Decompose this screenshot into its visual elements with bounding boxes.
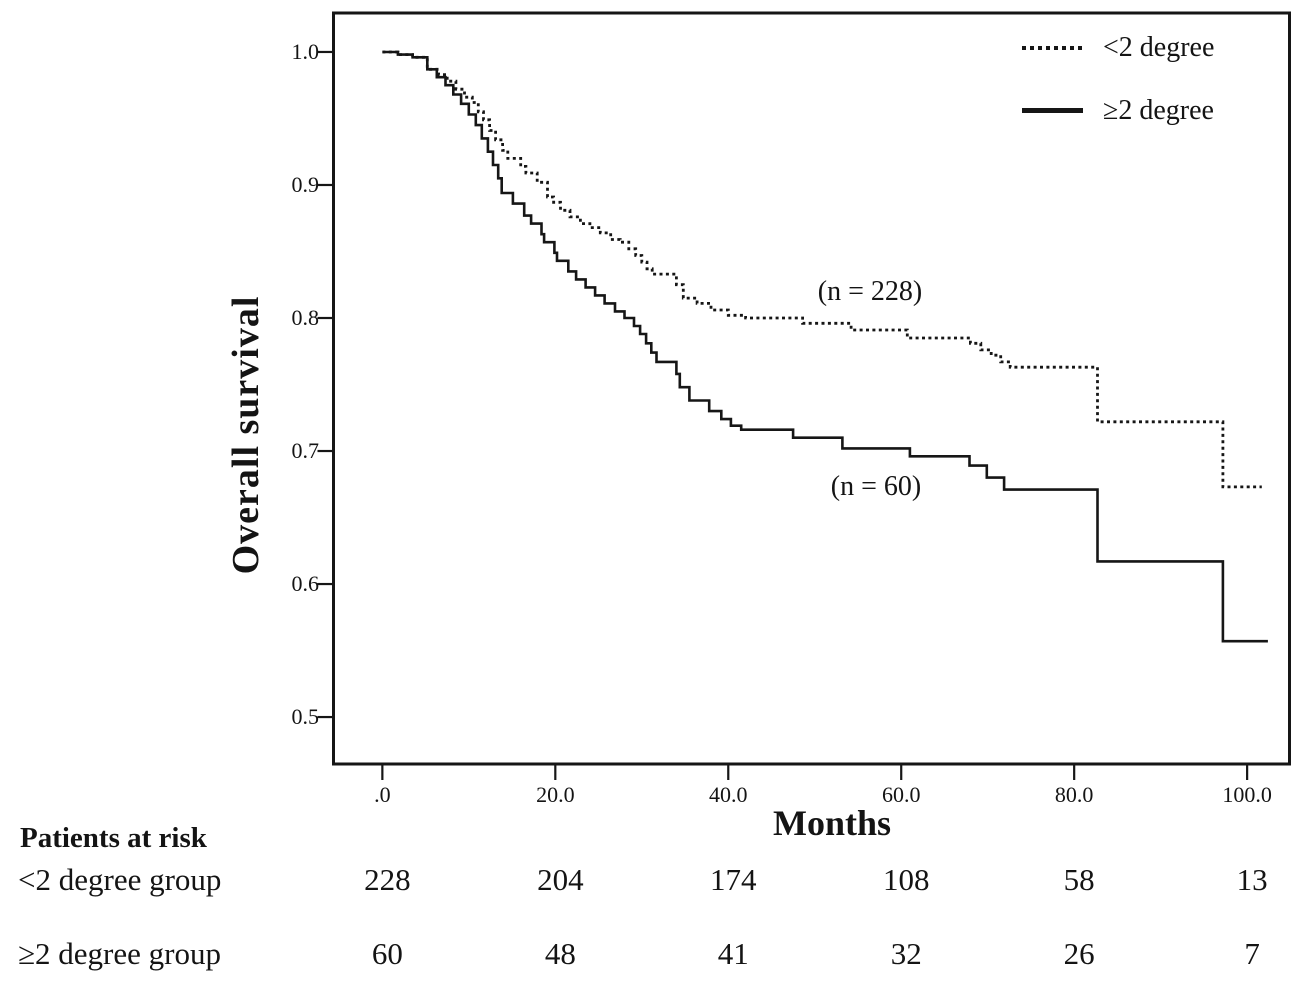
risk-row-counts-lt2: 228 204 174 108 58 13 xyxy=(0,862,1309,902)
legend-item-lt2-degree: <2 degree xyxy=(1103,32,1215,63)
risk-count: 32 xyxy=(890,936,922,971)
y-tick-label: 0.8 xyxy=(291,305,320,330)
risk-count: 13 xyxy=(1236,862,1268,897)
x-tick-label: 20.0 xyxy=(536,782,575,807)
risk-count: 7 xyxy=(1244,936,1260,971)
risk-count: 41 xyxy=(717,936,749,971)
risk-row-counts-ge2: 60 48 41 32 26 7 xyxy=(0,936,1309,976)
x-axis-title: Months xyxy=(772,803,892,843)
risk-count: 204 xyxy=(537,862,584,897)
risk-count: 174 xyxy=(710,862,757,897)
legend-item-ge2-degree: ≥2 degree xyxy=(1103,95,1214,126)
x-tick-label: 60.0 xyxy=(881,782,921,807)
y-tick-label: 0.6 xyxy=(291,571,320,597)
annotation-n-228: (n = 228) xyxy=(817,276,923,307)
y-tick-label: 0.7 xyxy=(291,438,320,464)
risk-row-label-lt2: <2 degree group xyxy=(18,862,222,897)
risk-row-label-ge2: ≥2 degree group xyxy=(18,936,221,971)
x-tick-label: .0 xyxy=(374,782,391,807)
x-tick-label: 40.0 xyxy=(709,782,748,807)
y-tick-label: 0.5 xyxy=(291,704,320,730)
risk-count: 228 xyxy=(364,862,411,897)
risk-count: 58 xyxy=(1063,862,1095,897)
annotation-n-60: (n = 60) xyxy=(830,471,922,502)
y-tick-label: 0.9 xyxy=(291,171,320,197)
risk-count: 108 xyxy=(882,862,930,897)
dotted-line-sample xyxy=(1022,46,1083,50)
risk-count: 60 xyxy=(371,936,403,971)
y-tick-label: 1.0 xyxy=(291,38,320,64)
survival-curve-ge2-degree xyxy=(382,50,1268,643)
risk-count: 48 xyxy=(544,936,576,971)
x-tick-label: 100.0 xyxy=(1222,782,1272,807)
solid-line-sample xyxy=(1022,108,1083,113)
risk-count: 26 xyxy=(1063,936,1095,971)
x-tick-label: 80.0 xyxy=(1054,782,1094,807)
risk-table-title: Patients at risk xyxy=(20,822,207,854)
